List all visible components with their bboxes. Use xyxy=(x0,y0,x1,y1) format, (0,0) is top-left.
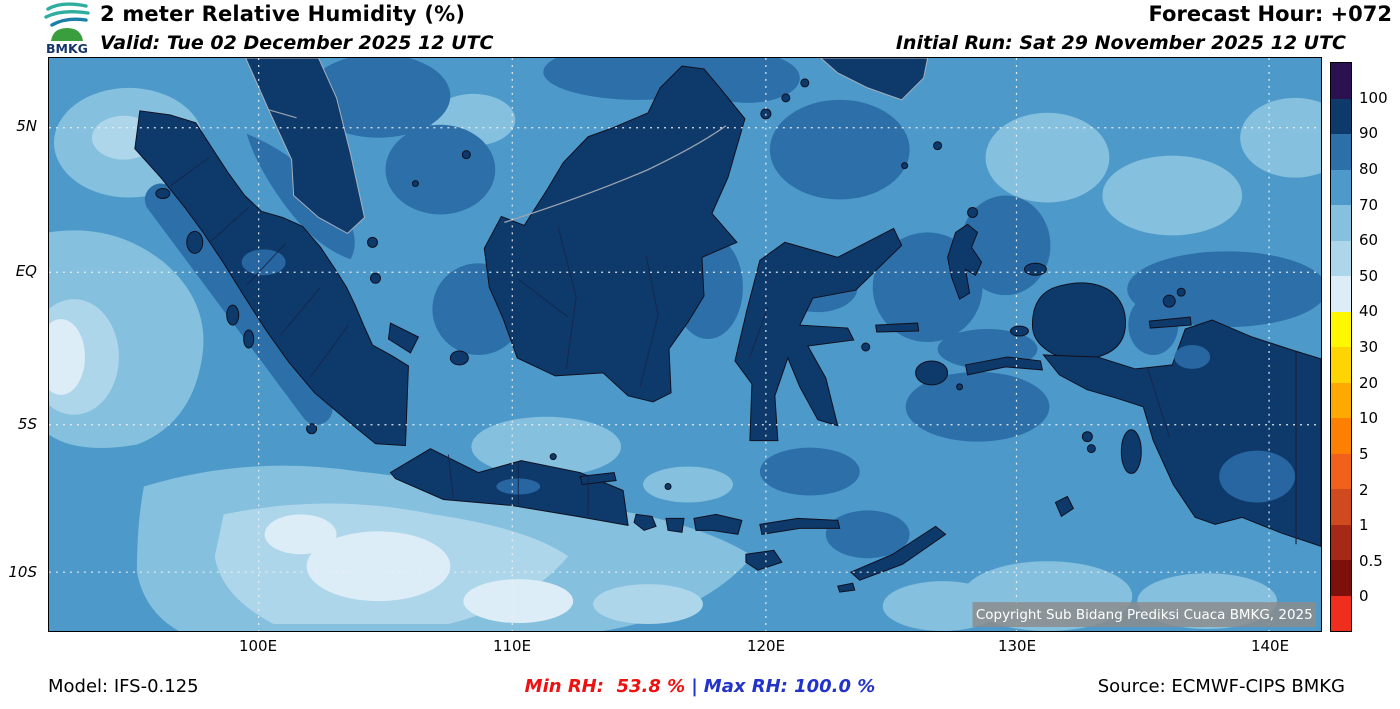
lon-axis-label: 140E xyxy=(1250,637,1290,655)
bmkg-logo-graphic: BMKG xyxy=(44,2,90,56)
header-right: Forecast Hour: +072 Initial Run: Sat 29 … xyxy=(896,2,1392,54)
colorbar-segment xyxy=(1331,595,1351,631)
colorbar xyxy=(1330,62,1352,632)
header: BMKG 2 meter Relative Humidity (%) Valid… xyxy=(0,0,1400,57)
minmax-rh: Min RH: 53.8 % | Max RH: 100.0 % xyxy=(525,676,876,697)
colorbar-segment xyxy=(1331,276,1351,312)
page-title: 2 meter Relative Humidity (%) xyxy=(100,2,466,26)
graticule xyxy=(49,58,1321,631)
copyright-box: Copyright Sub Bidang Prediksi Cuaca BMKG… xyxy=(972,602,1317,628)
colorbar-segment xyxy=(1331,489,1351,525)
logo-text: BMKG xyxy=(46,41,88,55)
lon-axis-label: 110E xyxy=(492,637,532,655)
island-sumba xyxy=(745,549,783,571)
island-bali xyxy=(633,513,657,531)
map-copyright: Copyright Sub Bidang Prediksi Cuaca BMKG… xyxy=(976,608,1313,623)
colorbar-segment xyxy=(1331,382,1351,418)
lon-axis-label: 130E xyxy=(997,637,1037,655)
lat-axis-label: 5N xyxy=(16,117,37,135)
island-flores xyxy=(759,517,841,535)
forecast-hour: Forecast Hour: +072 xyxy=(1148,2,1392,26)
colorbar-segment xyxy=(1331,453,1351,489)
model-label: Model: IFS-0.125 xyxy=(48,676,199,697)
colorbar-labels: 100 90 80 70 60 50 40 30 20 10 5 2 1 0.5 0 xyxy=(1359,62,1399,632)
colorbar-segment xyxy=(1331,311,1351,347)
colorbar-segment xyxy=(1331,524,1351,560)
lon-axis: 100E 110E 120E 130E 140E xyxy=(48,637,1322,657)
colorbar-tick-label: 0.5 xyxy=(1359,551,1383,570)
island-lombok xyxy=(665,517,685,533)
colorbar-tick-label: 1 xyxy=(1359,516,1369,535)
colorbar-tick-label: 20 xyxy=(1359,373,1379,392)
bmkg-logo: BMKG xyxy=(44,1,90,59)
admin-borders xyxy=(170,109,1297,545)
island-sumatra xyxy=(134,110,409,447)
valid-datetime: Valid: Tue 02 December 2025 12 UTC xyxy=(100,32,494,54)
island-borneo xyxy=(483,65,746,403)
island-sumbawa xyxy=(693,513,743,535)
island-timor xyxy=(849,525,947,581)
landmasses xyxy=(134,58,1321,593)
island-seram xyxy=(964,356,1044,376)
colorbar-segment xyxy=(1331,169,1351,205)
header-left: 2 meter Relative Humidity (%) Valid: Tue… xyxy=(100,2,493,54)
map-frame: Copyright Sub Bidang Prediksi Cuaca BMKG… xyxy=(48,57,1322,632)
lon-axis-label: 120E xyxy=(746,637,786,655)
colorbar-tick-label: 100 xyxy=(1359,88,1388,107)
colorbar-segment xyxy=(1331,98,1351,134)
min-rh-value: Min RH: 53.8 % xyxy=(524,676,686,697)
lat-axis: 5N EQ 5S 10S xyxy=(0,57,44,632)
lat-axis-label: EQ xyxy=(15,262,37,280)
colorbar-segment xyxy=(1331,134,1351,170)
max-rh-value: Max RH: 100.0 % xyxy=(703,676,876,697)
map-canvas: Copyright Sub Bidang Prediksi Cuaca BMKG… xyxy=(49,58,1321,631)
colorbar-segment xyxy=(1331,418,1351,454)
colorbar-tick-label: 80 xyxy=(1359,159,1379,178)
colorbar-tick-label: 50 xyxy=(1359,266,1379,285)
colorbar-segment xyxy=(1331,560,1351,596)
colorbar-tick-label: 30 xyxy=(1359,338,1379,356)
colorbar-segment xyxy=(1331,347,1351,383)
lon-axis-label: 100E xyxy=(238,637,278,655)
island-sulawesi xyxy=(734,227,903,442)
island-belitung xyxy=(449,350,469,366)
island-buru xyxy=(915,360,949,386)
colorbar-tick-label: 70 xyxy=(1359,195,1379,214)
colorbar-segment xyxy=(1331,63,1351,99)
source-label: Source: ECMWF-CIPS BMKG xyxy=(1097,676,1345,697)
minmax-separator: | xyxy=(691,676,698,697)
colorbar-tick-label: 5 xyxy=(1359,444,1369,463)
mindanao xyxy=(820,58,929,101)
colorbar-segment xyxy=(1331,240,1351,276)
colorbar-tick-label: 2 xyxy=(1359,480,1369,499)
colorbar-tick-label: 0 xyxy=(1359,587,1369,606)
malay-peninsula xyxy=(245,58,366,234)
colorbar-tick-label: 40 xyxy=(1359,302,1379,321)
lat-axis-label: 10S xyxy=(8,563,37,581)
initial-run-datetime: Initial Run: Sat 29 November 2025 12 UTC xyxy=(895,32,1346,54)
colorbar-segment xyxy=(1331,205,1351,241)
colorbar-tick-label: 60 xyxy=(1359,231,1379,250)
island-bangka xyxy=(387,322,420,354)
humidity-40-50-region xyxy=(49,319,574,624)
papua-birds-head xyxy=(1031,282,1126,360)
colorbar-tick-label: 90 xyxy=(1359,124,1379,143)
island-madura xyxy=(579,472,617,486)
lat-axis-label: 5S xyxy=(17,415,37,433)
footer: Model: IFS-0.125 Min RH: 53.8 % | Max RH: … xyxy=(0,676,1400,704)
island-halmahera xyxy=(947,223,983,300)
colorbar-tick-label: 10 xyxy=(1359,409,1379,428)
